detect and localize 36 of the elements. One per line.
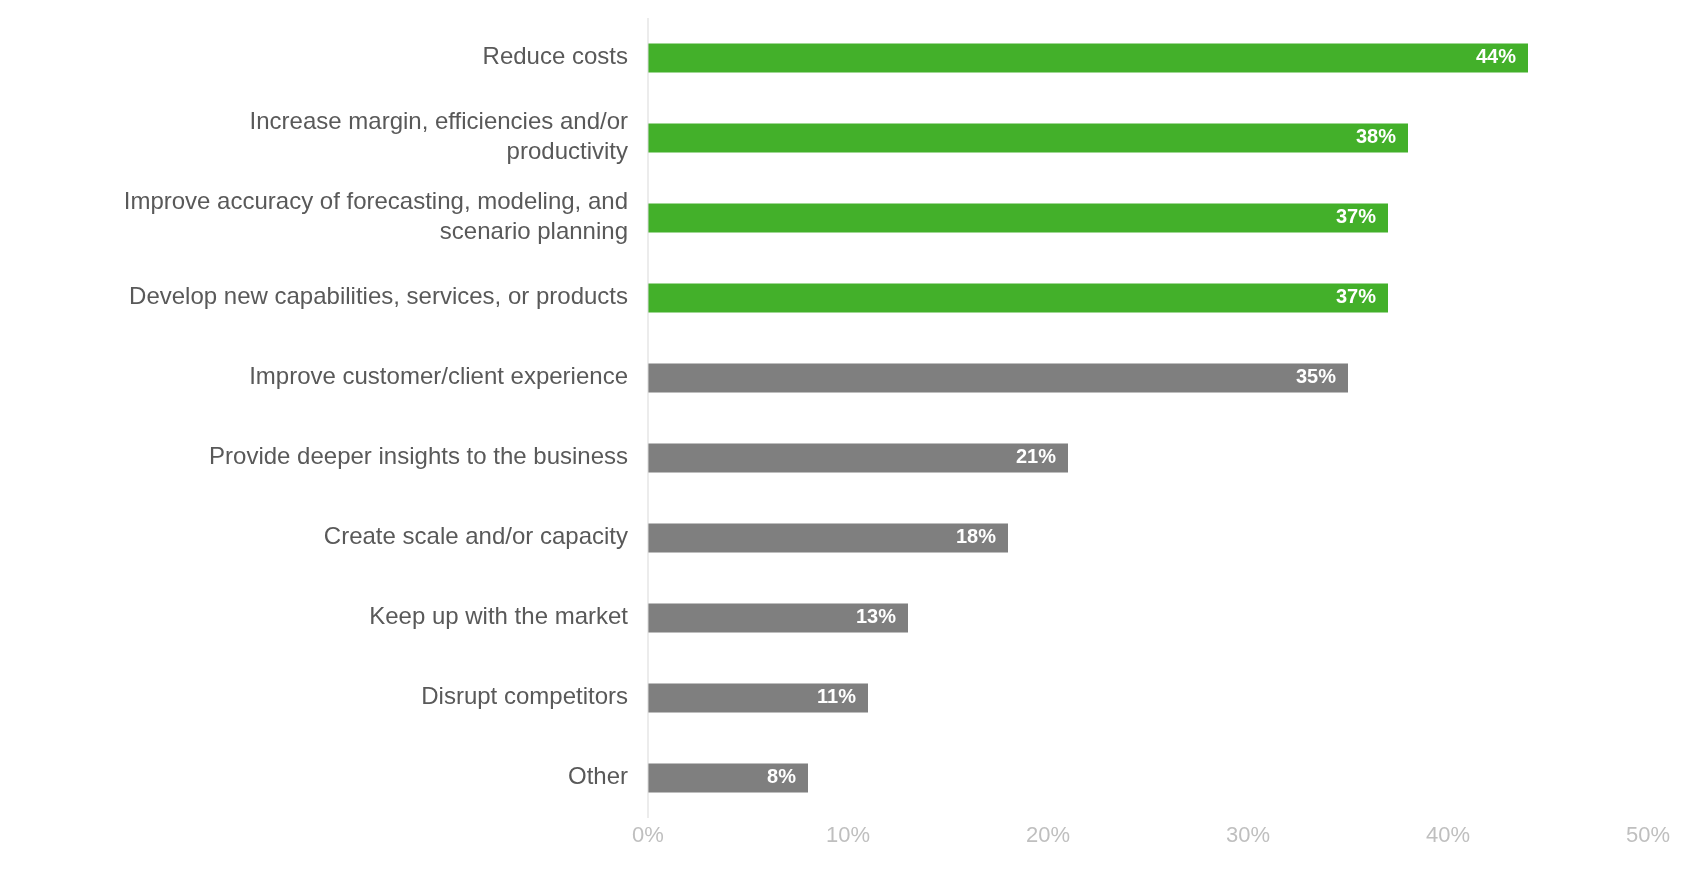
y-tick-label: Improve customer/client experience — [249, 362, 628, 390]
data-label: 21% — [1015, 445, 1057, 468]
data-label: 8% — [767, 765, 797, 788]
bar — [648, 203, 1388, 233]
data-label: 35% — [1295, 365, 1337, 388]
x-tick-label: 0% — [632, 821, 664, 847]
y-tick-label: Create scale and/or capacity — [323, 522, 628, 550]
data-label: 37% — [1335, 285, 1377, 308]
bar — [648, 683, 868, 713]
bar — [648, 283, 1388, 313]
x-tick-label: 10% — [825, 821, 871, 847]
data-label: 38% — [1355, 125, 1397, 148]
y-tick-label: Other — [567, 762, 628, 790]
x-tick-label: 40% — [1425, 821, 1471, 847]
y-tick-label: Increase margin, efficiencies and/or productivity — [249, 107, 629, 165]
x-tick-label: 30% — [1225, 821, 1271, 847]
bar — [648, 443, 1068, 473]
y-tick-label: Reduce costs — [482, 42, 628, 70]
y-tick-label: Develop new capabilities, services, or products — [129, 282, 628, 310]
bar — [648, 763, 808, 793]
bar — [648, 43, 1528, 73]
bar — [648, 363, 1348, 393]
data-label: 11% — [817, 685, 857, 708]
bar — [648, 523, 1008, 553]
bar — [648, 603, 908, 633]
bar — [648, 123, 1408, 153]
y-tick-label: Keep up with the market — [369, 602, 629, 630]
data-label: 44% — [1475, 45, 1517, 68]
data-label: 37% — [1335, 205, 1377, 228]
data-label: 13% — [855, 605, 897, 628]
y-tick-label: Provide deeper insights to the business — [209, 442, 628, 470]
x-tick-label: 50% — [1625, 821, 1671, 847]
data-label: 18% — [955, 525, 997, 548]
x-tick-label: 20% — [1025, 821, 1071, 847]
y-tick-label: Disrupt competitors — [421, 682, 628, 710]
y-tick-label: Improve accuracy of forecasting, modeling, and scenario planning — [123, 187, 628, 245]
